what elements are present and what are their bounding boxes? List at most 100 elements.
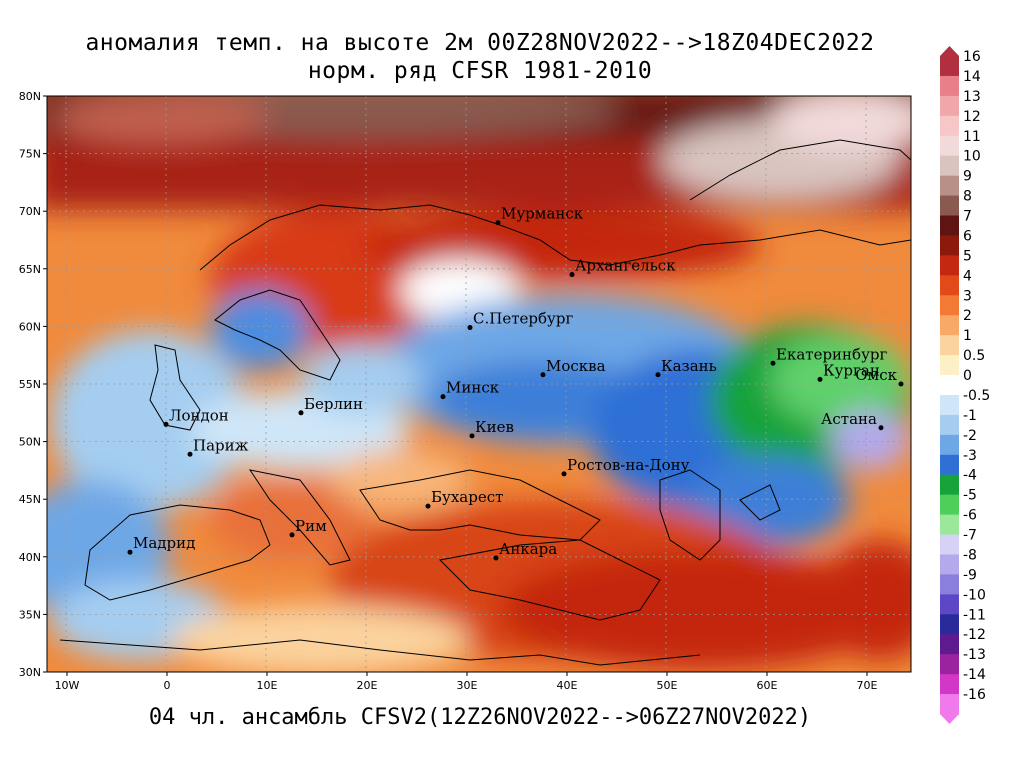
colorbar-swatch (940, 315, 959, 336)
colorbar-cap-bottom (940, 714, 959, 724)
lat-tick-label: 35N (19, 608, 41, 621)
coastlines (59, 139, 911, 666)
colorbar-swatch (940, 275, 959, 296)
colorbar-label: 11 (963, 129, 981, 145)
city-label: Париж (193, 436, 249, 454)
colorbar-swatch (940, 694, 959, 715)
lon-tick-label: 20E (357, 679, 378, 692)
colorbar-swatch (940, 634, 959, 655)
city-label: Архангельск (575, 257, 676, 275)
colorbar-label: -1 (963, 408, 977, 424)
city-label: Берлин (304, 395, 363, 413)
ensemble-caption: 04 чл. ансамбль CFSV2(12Z26NOV2022-->06Z… (148, 705, 812, 730)
city-label: Омск (855, 366, 897, 384)
colorbar-label: 12 (963, 109, 981, 125)
colorbar-swatch (940, 255, 959, 276)
lat-tick-label: 80N (19, 90, 41, 103)
city-label: Киев (475, 418, 514, 436)
city-label: Москва (546, 357, 606, 375)
city-marker (289, 532, 295, 538)
colorbar-label: 5 (963, 248, 972, 264)
colorbar-swatch (940, 454, 959, 476)
city-marker (770, 360, 776, 366)
lon-tick-label: 60E (757, 679, 778, 692)
colorbar-label: 6 (963, 228, 972, 244)
city-marker (469, 433, 475, 439)
colorbar-label: 4 (963, 268, 972, 284)
colorbar-label: 14 (963, 69, 981, 85)
colorbar-label: -2 (963, 428, 977, 444)
colorbar-swatch (940, 654, 959, 675)
colorbar-label: -5 (963, 488, 977, 504)
colorbar-swatch (940, 155, 959, 177)
colorbar-swatch (940, 235, 959, 256)
lon-tick-label: 30E (457, 679, 478, 692)
colorbar-swatch (940, 594, 959, 615)
lat-tick-label: 55N (19, 378, 41, 391)
city-label: Курган (823, 361, 880, 379)
colorbar-label: -6 (963, 508, 977, 524)
colorbar-swatch (940, 614, 959, 635)
lat-tick-label: 60N (19, 320, 41, 333)
colorbar-label: -16 (963, 687, 986, 703)
colorbar-label: -8 (963, 547, 977, 563)
city-marker (561, 471, 567, 477)
colorbar-swatch (940, 394, 959, 416)
colorbar-swatch (940, 95, 959, 117)
city-label: Минск (446, 379, 500, 397)
colorbar-swatch (940, 175, 959, 197)
city-marker (440, 394, 446, 400)
city-marker (655, 372, 661, 378)
city-label: Лондон (169, 406, 229, 424)
colorbar-label: -12 (963, 627, 986, 643)
city-marker (493, 555, 499, 561)
colorbar: 16 14 13 12 11 10 9 8 7 6 5 4 3 2 1 0.5 0 -0.5 -1 -2 -3 -4 -5 -… (940, 46, 990, 724)
latitude-axis: 80N 75N 70N 65N 60N 55N 50N 45N 40N 35N 30N (19, 90, 47, 679)
colorbar-label: 13 (963, 89, 981, 105)
colorbar-swatch (940, 295, 959, 316)
city-label: Анкара (499, 540, 557, 558)
city-marker (817, 376, 823, 382)
city-label: Астана (821, 410, 877, 428)
city-label: Рим (295, 517, 327, 535)
city-label: Казань (661, 357, 717, 375)
city-marker (878, 425, 884, 431)
colorbar-swatch (940, 56, 959, 77)
colorbar-label: 10 (963, 149, 981, 165)
colorbar-label: -3 (963, 448, 977, 464)
colorbar-swatch (940, 494, 959, 516)
lat-tick-label: 45N (19, 493, 41, 506)
lon-tick-label: 40E (557, 679, 578, 692)
lat-tick-label: 40N (19, 551, 41, 564)
colorbar-label: -13 (963, 647, 986, 663)
colorbar-swatch (940, 75, 959, 97)
colorbar-label: 0.5 (963, 348, 985, 364)
anomaly-field (47, 96, 911, 672)
graticule (47, 96, 911, 672)
city-labels: Мурманск Архангельск С.Петербург Москва Каза… (127, 205, 904, 561)
longitude-axis: 10W 0 10E 20E 30E 40E 50E 60E 70E (55, 672, 878, 692)
colorbar-label: 2 (963, 308, 972, 324)
lat-tick-label: 65N (19, 263, 41, 276)
chart-subtitle: норм. ряд CFSR 1981-2010 (307, 58, 653, 84)
city-marker (298, 410, 304, 416)
colorbar-label: 8 (963, 189, 972, 205)
city-marker (425, 503, 431, 509)
colorbar-label: -11 (963, 607, 986, 623)
lat-tick-label: 70N (19, 205, 41, 218)
colorbar-label: 0 (963, 368, 972, 384)
lon-tick-label: 10E (257, 679, 278, 692)
colorbar-swatch (940, 335, 959, 356)
colorbar-swatch (940, 135, 959, 157)
colorbar-swatch (940, 674, 959, 695)
colorbar-label: -7 (963, 528, 977, 544)
colorbar-label: -0.5 (963, 388, 990, 404)
city-marker (187, 451, 193, 457)
lat-tick-label: 75N (19, 148, 41, 161)
colorbar-label: 9 (963, 169, 972, 185)
chart-title: аномалия темп. на высоте 2м 00Z28NOV2022… (85, 30, 875, 56)
lon-tick-label: 70E (857, 679, 878, 692)
colorbar-swatch (940, 474, 959, 496)
colorbar-label: -4 (963, 468, 977, 484)
